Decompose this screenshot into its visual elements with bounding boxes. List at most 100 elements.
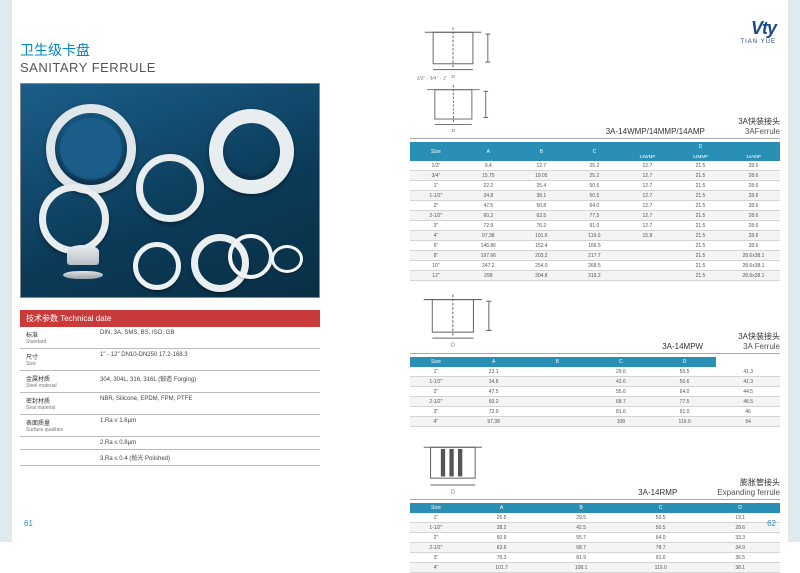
cell: 64.0 (621, 533, 701, 543)
cell: 21.5 (674, 181, 727, 191)
dimension-section: 1/2" - 3/4" - 1" D D 3A快装接头3A-14WMP/14MM… (410, 24, 780, 281)
th: D (700, 503, 780, 513)
cell: 217.7 (568, 251, 621, 261)
cell: 2" (410, 533, 462, 543)
th: Size (410, 503, 462, 513)
spec-label (20, 450, 94, 466)
cell: 152.4 (515, 241, 568, 251)
dimension-table: SizeABCD14WMP14MMP14AMP1/2"9.412.725.212… (410, 142, 780, 281)
table-row: 12"298304.8319.221.528.6x38.1 (410, 271, 780, 281)
cell: 108.1 (541, 563, 621, 573)
cell: 60.2 (462, 397, 526, 407)
cell: 33.3 (700, 533, 780, 543)
cell: 119.0 (653, 417, 717, 427)
dimension-section: D 3A快装接头3A-14MPW3A FerruleSizeABCD1"23.1… (410, 291, 780, 427)
cell: 38.1 (515, 191, 568, 201)
table-row: 1"23.129.650.541.3 (410, 367, 780, 377)
cell: 50.6 (653, 377, 717, 387)
expanding-ferrule-drawing-icon: D (410, 437, 506, 497)
table-row: 8"197.66203.2217.721.528.6x38.1 (410, 251, 780, 261)
table-row: 2-1/2"63.668.778.734.9 (410, 543, 780, 553)
cell: 25.4 (515, 181, 568, 191)
spec-label: 标准Standard (20, 327, 94, 349)
cell: 36.5 (700, 553, 780, 563)
cell: 46 (716, 407, 780, 417)
cell: 54 (716, 417, 780, 427)
table-row: 1-1/2"38.242.550.528.6 (410, 523, 780, 533)
table-row: 3"72.976.291.012.721.528.6 (410, 221, 780, 231)
cell: 68.7 (589, 397, 653, 407)
cell: 28.6 (727, 191, 780, 201)
cell (525, 377, 589, 387)
cell: 197.66 (462, 251, 515, 261)
cell: 15.75 (462, 171, 515, 181)
cell: 3/4" (410, 171, 462, 181)
cell: 81.6 (589, 407, 653, 417)
th: Size (410, 142, 462, 161)
cell: 1-1/2" (410, 377, 462, 387)
section-drawing: D (410, 437, 506, 497)
spec-value: 1.Ra ≤ 1.6μm (94, 415, 320, 437)
table-row: 1-1/2"34.842.650.641.3 (410, 377, 780, 387)
cell: 108 (589, 417, 653, 427)
spec-table: 标准StandardDIN, 3A, SMS, BS, ISO, GB尺寸Siz… (20, 327, 320, 466)
cell: 55.6 (589, 387, 653, 397)
cell: 28.6 (727, 221, 780, 231)
section-code: 3A-14MPW (662, 342, 703, 351)
cell: 12.7 (621, 181, 674, 191)
cell: 21.5 (674, 201, 727, 211)
svg-text:D: D (451, 343, 455, 349)
cell: 50.5 (568, 181, 621, 191)
th: A (462, 357, 526, 367)
cell: 101.7 (462, 563, 542, 573)
cell: 68.7 (541, 543, 621, 553)
cell: 28.6 (727, 171, 780, 181)
table-row: 3"72.981.691.046 (410, 407, 780, 417)
table-row: 6"146.86152.4166.521.528.6 (410, 241, 780, 251)
section-code: 3A-14RMP (638, 488, 677, 497)
cell: 203.2 (515, 251, 568, 261)
cell: 81.9 (541, 553, 621, 563)
th: A (462, 503, 542, 513)
cell: 28.6 (727, 161, 780, 171)
page-number-left: 61 (24, 519, 33, 528)
cell: 28.6 (727, 201, 780, 211)
cell: 12.7 (621, 201, 674, 211)
cell: 50.5 (653, 367, 717, 377)
cell: 146.86 (462, 241, 515, 251)
cell: 29.5 (541, 513, 621, 523)
cell: 47.5 (462, 201, 515, 211)
th: A (462, 142, 515, 161)
svg-text:D: D (451, 490, 455, 496)
cell (621, 261, 674, 271)
th: B (525, 357, 589, 367)
cell: 77.5 (568, 211, 621, 221)
tech-heading: 技术参数 Technical date (20, 310, 320, 327)
table-row: 10"247.2254.0268.521.528.6x38.1 (410, 261, 780, 271)
cell: 1" (410, 513, 462, 523)
th-sub: 14WMP (621, 152, 674, 161)
cell: 21.5 (674, 251, 727, 261)
cell: 166.5 (568, 241, 621, 251)
cell: 47.5 (462, 387, 526, 397)
spec-label: 表面质量Surface qualities (20, 415, 94, 437)
cell: 2-1/2" (410, 543, 462, 553)
cell: 28.6 (727, 241, 780, 251)
cell: 38.2 (462, 523, 542, 533)
section-name-en: Expanding ferrule (717, 488, 780, 497)
spec-value: 2.Ra ≤ 0.8μm (94, 437, 320, 450)
svg-text:1/2" - 3/4" - 1": 1/2" - 3/4" - 1" (417, 76, 448, 82)
section-code: 3A-14WMP/14MMP/14AMP (606, 127, 705, 136)
cell: 28.6x38.1 (727, 251, 780, 261)
cell: 21.5 (674, 171, 727, 181)
cell: 1-1/2" (410, 523, 462, 533)
cell: 22.2 (462, 181, 515, 191)
cell: 1-1/2" (410, 191, 462, 201)
cell: 63.6 (462, 543, 542, 553)
svg-text:D: D (451, 74, 455, 80)
table-row: 4"97.38108119.054 (410, 417, 780, 427)
spec-value: 304, 304L, 316, 316L (锻造 Forging) (94, 371, 320, 393)
cell: 1" (410, 181, 462, 191)
table-row: 1"25.529.550.519.1 (410, 513, 780, 523)
cell: 25.5 (462, 513, 542, 523)
